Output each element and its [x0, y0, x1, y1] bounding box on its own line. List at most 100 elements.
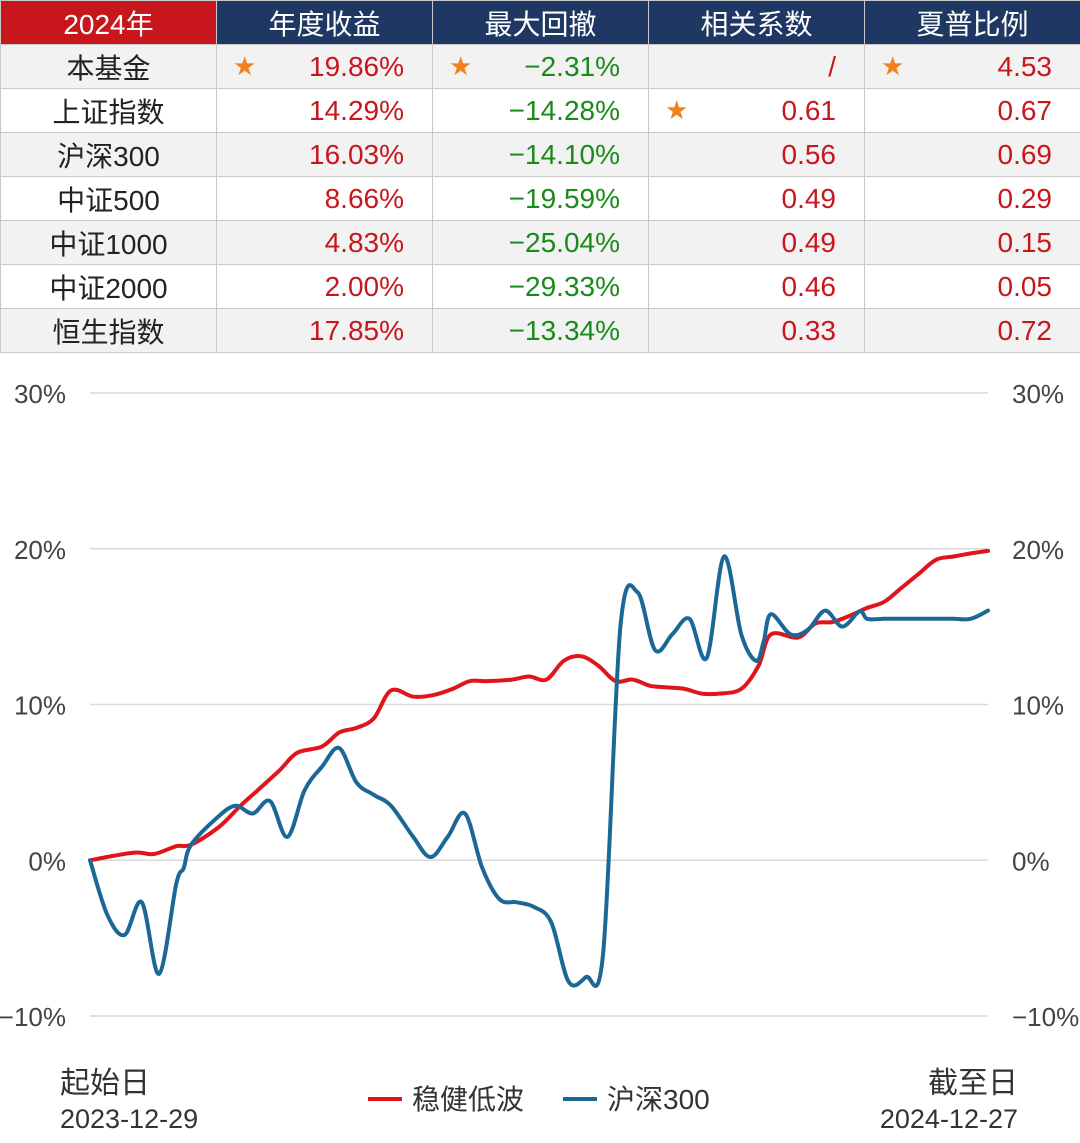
y-tick-label-right: 20% [1012, 535, 1064, 565]
table-row: 本基金 ★ 19.86% ★ −2.31% / ★ 4.53 [0, 44, 1080, 89]
header-correlation: 相关系数 [648, 0, 865, 45]
star-icon: ★ [881, 50, 905, 81]
cell-value: 2.00% [324, 270, 404, 302]
cell-value: 0.69 [997, 138, 1053, 170]
cell-value: / [828, 50, 836, 82]
header-annual-return: 年度收益 [216, 0, 433, 45]
table-cell: 8.66% [216, 176, 433, 221]
start-date-label: 起始日 [60, 1067, 150, 1100]
end-date-value: 2024-12-27 [879, 1104, 1018, 1134]
y-tick-label-left: 20% [14, 535, 66, 565]
table-cell: −25.04% [432, 220, 649, 265]
cell-value: 0.61 [781, 94, 837, 126]
table-cell: ★ −2.31% [432, 44, 649, 89]
row-name: 本基金 [0, 44, 217, 89]
row-name: 中证500 [0, 176, 217, 221]
y-tick-label-right: 0% [1012, 846, 1050, 876]
cell-value: −14.28% [508, 94, 620, 126]
y-tick-label-right: −10% [1012, 1002, 1079, 1032]
y-tick-label-right: 10% [1012, 691, 1064, 721]
table-row: 中证1000 4.83% −25.04% 0.49 0.15 [0, 220, 1080, 265]
series-line-fund [88, 548, 990, 863]
row-name: 中证2000 [0, 264, 217, 309]
row-name: 上证指数 [0, 88, 217, 133]
row-name: 沪深300 [0, 132, 217, 177]
cell-value: 16.03% [309, 138, 404, 170]
table-row: 恒生指数 17.85% −13.34% 0.33 0.72 [0, 308, 1080, 353]
table-cell: 0.56 [648, 132, 865, 177]
table-cell: ★ 4.53 [864, 44, 1080, 89]
cell-value: 0.67 [997, 94, 1053, 126]
table-row: 沪深300 16.03% −14.10% 0.56 0.69 [0, 132, 1080, 177]
row-name: 恒生指数 [0, 308, 217, 353]
cell-value: 0.15 [997, 226, 1053, 258]
table-cell: 17.85% [216, 308, 433, 353]
series-line-csi300 [88, 554, 990, 988]
cell-value: 0.49 [781, 226, 837, 258]
table-cell: 0.05 [864, 264, 1080, 309]
cell-value: 0.33 [781, 314, 837, 346]
cell-value: 0.49 [781, 182, 837, 214]
table-cell: 2.00% [216, 264, 433, 309]
cell-value: 17.85% [309, 314, 404, 346]
table-cell: 16.03% [216, 132, 433, 177]
table-row: 中证2000 2.00% −29.33% 0.46 0.05 [0, 264, 1080, 309]
y-tick-label-left: 30% [14, 379, 66, 409]
table-cell: −19.59% [432, 176, 649, 221]
cell-value: −29.33% [508, 270, 620, 302]
cell-value: −19.59% [508, 182, 620, 214]
cell-value: 0.72 [997, 314, 1053, 346]
table-cell: 0.49 [648, 176, 865, 221]
table-cell: 0.49 [648, 220, 865, 265]
table-cell: −13.34% [432, 308, 649, 353]
cell-value: 4.53 [997, 50, 1053, 82]
header-sharpe-ratio: 夏普比例 [864, 0, 1080, 45]
table-cell: 0.72 [864, 308, 1080, 353]
table-cell: 4.83% [216, 220, 433, 265]
line-chart: −10% −10% 0% 0% 10% 10% 20% 20% 30% 30% 稳健低波 沪深300 [0, 379, 1079, 1115]
cell-value: 8.66% [324, 182, 404, 214]
y-tick-label-right: 30% [1012, 379, 1064, 409]
table-cell: 0.29 [864, 176, 1080, 221]
table-cell: −14.10% [432, 132, 649, 177]
table-cell: 14.29% [216, 88, 433, 133]
y-tick-label-left: 10% [14, 691, 66, 721]
table-cell: 0.15 [864, 220, 1080, 265]
table-row: 上证指数 14.29% −14.28% ★ 0.61 0.67 [0, 88, 1080, 133]
start-date-value: 2023-12-29 [60, 1104, 199, 1134]
cell-value: 14.29% [309, 94, 404, 126]
table-cell: ★ 19.86% [216, 44, 433, 89]
star-icon: ★ [449, 50, 473, 81]
row-name: 中证1000 [0, 220, 217, 265]
cell-value: −14.10% [508, 138, 620, 170]
y-tick-label-left: −10% [0, 1002, 66, 1032]
cell-value: −25.04% [508, 226, 620, 258]
table-row: 中证500 8.66% −19.59% 0.49 0.29 [0, 176, 1080, 221]
cell-value: 19.86% [309, 50, 404, 82]
table-cell: / [648, 44, 865, 89]
legend-label: 稳健低波 [412, 1084, 524, 1115]
table-cell: 0.69 [864, 132, 1080, 177]
end-date-label: 截至日 [928, 1067, 1018, 1100]
cell-value: −13.34% [508, 314, 620, 346]
y-tick-label-left: 0% [28, 846, 66, 876]
table-cell: 0.67 [864, 88, 1080, 133]
cell-value: 0.05 [997, 270, 1053, 302]
performance-table: 2024年 年度收益 最大回撤 相关系数 夏普比例 本基金 ★ 19.86% ★ −2.… [0, 0, 1080, 353]
header-max-drawdown: 最大回撤 [432, 0, 649, 45]
star-icon: ★ [665, 94, 689, 125]
table-cell: −29.33% [432, 264, 649, 309]
cell-value: 4.83% [324, 226, 404, 258]
table-cell: −14.28% [432, 88, 649, 133]
cell-value: 0.46 [781, 270, 837, 302]
table-cell: ★ 0.61 [648, 88, 865, 133]
table-cell: 0.46 [648, 264, 865, 309]
star-icon: ★ [233, 50, 257, 81]
line-chart-area: −10% −10% 0% 0% 10% 10% 20% 20% 30% 30% 稳健低波 沪深300 … [0, 352, 1080, 1143]
cell-value: −2.31% [524, 50, 620, 82]
cell-value: 0.29 [997, 182, 1053, 214]
legend-label: 沪深300 [607, 1084, 710, 1115]
table-corner-year: 2024年 [0, 0, 217, 45]
table-cell: 0.33 [648, 308, 865, 353]
cell-value: 0.56 [781, 138, 837, 170]
